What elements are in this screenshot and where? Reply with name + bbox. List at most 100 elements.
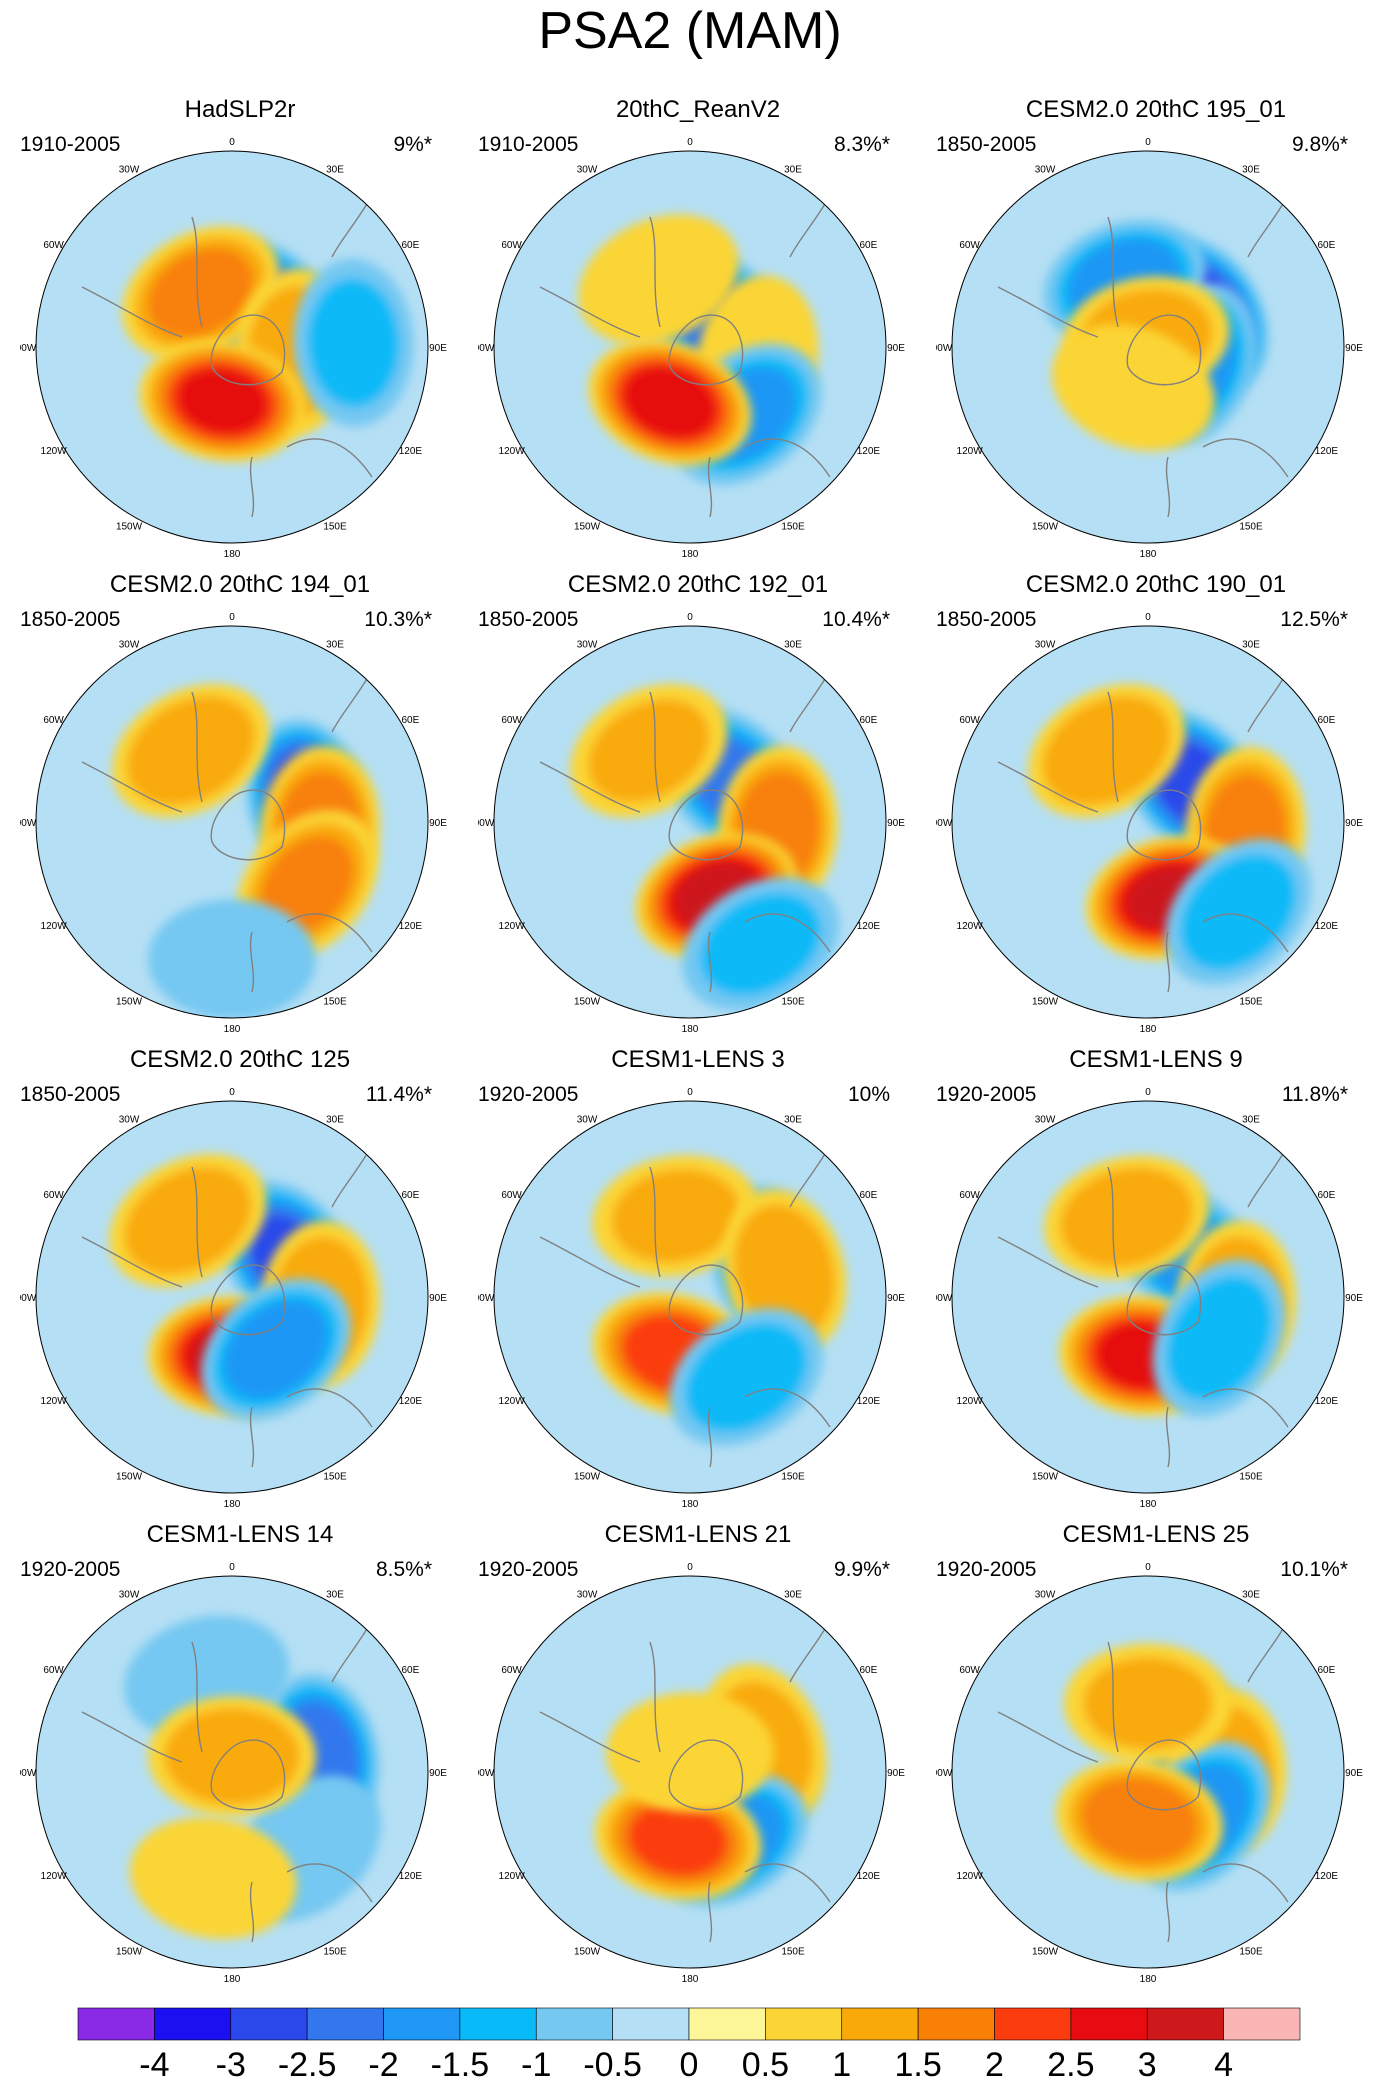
longitude-label: 60W — [959, 715, 980, 726]
positive-anomaly — [1044, 1155, 1210, 1280]
polar-map: 0 30E 60E 90E 120E 150E 180 150W 120W 90W 60W 30W — [478, 1562, 905, 1985]
panel-title: HadSLP2r — [184, 96, 296, 123]
longitude-label: 150W — [116, 521, 143, 532]
contour-level — [307, 278, 400, 408]
longitude-label: 120W — [41, 1871, 68, 1882]
longitude-label: 30W — [577, 1115, 598, 1126]
longitude-label: 60E — [1318, 240, 1336, 251]
longitude-label: 60E — [402, 715, 420, 726]
polar-map: 0 30E 60E 90E 120E 150E 180 150W 120W 90W 60W 30W — [20, 1562, 447, 1985]
anomaly-field — [952, 151, 1344, 543]
longitude-label: 0 — [1145, 137, 1151, 148]
longitude-label: 30W — [1035, 165, 1056, 176]
longitude-label: 150W — [116, 1471, 143, 1482]
longitude-label: 30W — [1035, 640, 1056, 651]
polar-map: 0 30E 60E 90E 120E 150E 180 150W 120W 90W 60W 30W — [478, 137, 905, 560]
polar-map: 0 30E 60E 90E 120E 150E 180 150W 120W 90W 60W 30W — [936, 137, 1363, 560]
contour-level — [148, 248, 253, 338]
coastline — [997, 1601, 1299, 1943]
positive-anomaly — [109, 1153, 267, 1288]
longitude-label: 30W — [1035, 1590, 1056, 1601]
colorbar-tick-label: 0 — [680, 2046, 699, 2084]
map-panel: HadSLP2r 1910-2005 9%* 0 30E 60E 90E 120E 150E 18… — [20, 95, 460, 565]
longitude-label: 180 — [224, 1024, 241, 1035]
longitude-label: 30W — [577, 640, 598, 651]
panel-title: CESM1-LENS 3 — [611, 1046, 785, 1073]
contour-level — [578, 214, 739, 345]
panel-title: CESM1-LENS 14 — [146, 1521, 334, 1548]
longitude-label: 120W — [499, 921, 526, 932]
longitude-label: 90W — [936, 818, 953, 829]
longitude-label: 30W — [577, 1590, 598, 1601]
panel-title: CESM2.0 20thC 192_01 — [567, 571, 829, 598]
longitude-label: 90E — [1345, 343, 1363, 354]
period-label: 1910-2005 — [478, 133, 579, 156]
longitude-label: 60W — [501, 1665, 522, 1676]
anomaly-field — [494, 1576, 886, 1968]
longitude-label: 120E — [1315, 446, 1339, 457]
variance-label: 9.9%* — [833, 1558, 890, 1581]
longitude-label: 30W — [577, 165, 598, 176]
longitude-label: 60W — [959, 240, 980, 251]
colorbar-swatch — [917, 2007, 995, 2041]
variance-label: 10.4%* — [822, 608, 890, 631]
longitude-label: 30E — [1242, 165, 1260, 176]
coastline — [997, 176, 1299, 518]
colorbar-swatch — [1070, 2007, 1148, 2041]
contour-level — [148, 899, 316, 1018]
longitude-label: 120W — [41, 446, 68, 457]
coastline — [81, 651, 383, 993]
contour-level — [124, 1166, 252, 1275]
longitude-label: 0 — [687, 1562, 693, 1573]
longitude-label: 120E — [399, 921, 423, 932]
longitude-label: 150W — [116, 1946, 143, 1957]
longitude-label: 30W — [1035, 1115, 1056, 1126]
colorbar-swatch — [612, 2007, 690, 2041]
longitude-label: 60E — [1318, 715, 1336, 726]
contour-level — [1083, 1657, 1213, 1750]
longitude-label: 90E — [887, 343, 905, 354]
coastline — [539, 176, 841, 518]
map-panel: 20thC_ReanV2 1910-2005 8.3%* 0 30E 60E 90E 120E… — [478, 95, 918, 565]
negative-anomaly — [293, 258, 414, 427]
figure-title: PSA2 (MAM) — [538, 2, 842, 60]
longitude-label: 30E — [784, 640, 802, 651]
longitude-label: 90W — [20, 1293, 37, 1304]
coastline — [997, 651, 1299, 993]
longitude-label: 180 — [682, 1974, 699, 1985]
longitude-label: 0 — [1145, 1087, 1151, 1098]
contour-level — [126, 696, 256, 806]
variance-label: 8.3%* — [833, 133, 890, 156]
positive-anomaly — [1028, 683, 1186, 818]
longitude-label: 90E — [1345, 1293, 1363, 1304]
longitude-label: 60E — [402, 240, 420, 251]
longitude-label: 120W — [499, 1396, 526, 1407]
coastline — [81, 176, 383, 518]
longitude-label: 150E — [323, 1946, 347, 1957]
longitude-label: 180 — [1140, 1974, 1157, 1985]
longitude-label: 60W — [43, 715, 64, 726]
map-boundary — [35, 1575, 429, 1969]
positive-anomaly — [1064, 1643, 1232, 1764]
coastline — [81, 1601, 383, 1943]
map-panel: CESM1-LENS 9 1920-2005 11.8%* 0 30E 60E 90E 120… — [936, 1045, 1376, 1515]
longitude-label: 60W — [43, 1190, 64, 1201]
map-panel: CESM1-LENS 25 1920-2005 10.1%* 0 30E 60E 90E 12… — [936, 1520, 1376, 1990]
longitude-label: 90E — [1345, 818, 1363, 829]
map-panel: CESM1-LENS 14 1920-2005 8.5%* 0 30E 60E 90E 120… — [20, 1520, 460, 1990]
colorbar-swatch — [994, 2007, 1072, 2041]
longitude-label: 90W — [936, 343, 953, 354]
panel-title: CESM1-LENS 21 — [604, 1521, 792, 1548]
longitude-label: 90E — [887, 818, 905, 829]
longitude-label: 150W — [574, 521, 601, 532]
panel-grid: HadSLP2r 1910-2005 9%* 0 30E 60E 90E 120E 150E 18… — [20, 95, 1376, 1990]
longitude-label: 0 — [229, 1087, 235, 1098]
polar-map: 0 30E 60E 90E 120E 150E 180 150W 120W 90W 60W 30W — [20, 137, 447, 560]
map-boundary — [493, 1100, 887, 1494]
longitude-label: 60E — [860, 1665, 878, 1676]
longitude-label: 90W — [936, 1768, 953, 1779]
longitude-label: 180 — [682, 1024, 699, 1035]
longitude-label: 0 — [1145, 1562, 1151, 1573]
longitude-label: 150E — [1239, 521, 1263, 532]
longitude-label: 150E — [323, 1471, 347, 1482]
